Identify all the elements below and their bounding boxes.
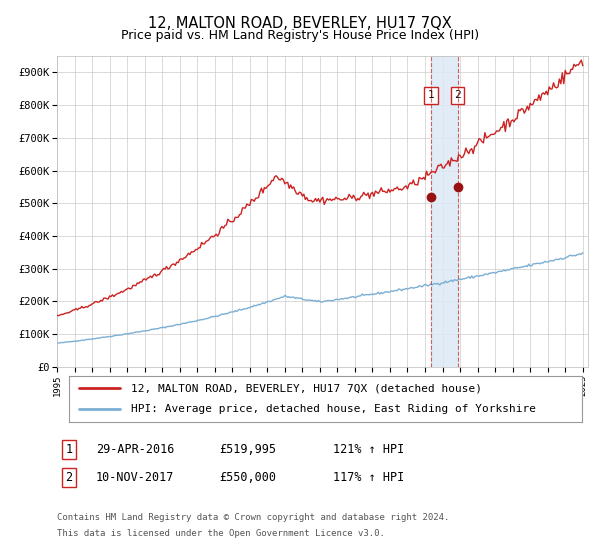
Text: 12, MALTON ROAD, BEVERLEY, HU17 7QX (detached house): 12, MALTON ROAD, BEVERLEY, HU17 7QX (det… xyxy=(131,383,482,393)
Bar xyxy=(431,56,458,367)
Text: £550,000: £550,000 xyxy=(219,470,276,484)
Text: 121% ↑ HPI: 121% ↑ HPI xyxy=(333,443,404,456)
Text: This data is licensed under the Open Government Licence v3.0.: This data is licensed under the Open Gov… xyxy=(57,529,385,538)
Text: 1: 1 xyxy=(427,90,434,100)
Text: 2: 2 xyxy=(65,470,73,484)
Text: 1: 1 xyxy=(65,443,73,456)
Text: 117% ↑ HPI: 117% ↑ HPI xyxy=(333,470,404,484)
Text: 12, MALTON ROAD, BEVERLEY, HU17 7QX: 12, MALTON ROAD, BEVERLEY, HU17 7QX xyxy=(148,16,452,31)
Text: HPI: Average price, detached house, East Riding of Yorkshire: HPI: Average price, detached house, East… xyxy=(131,404,536,414)
Text: 2: 2 xyxy=(454,90,461,100)
Text: Price paid vs. HM Land Registry's House Price Index (HPI): Price paid vs. HM Land Registry's House … xyxy=(121,29,479,42)
Text: £519,995: £519,995 xyxy=(219,443,276,456)
Text: 10-NOV-2017: 10-NOV-2017 xyxy=(96,470,175,484)
Text: Contains HM Land Registry data © Crown copyright and database right 2024.: Contains HM Land Registry data © Crown c… xyxy=(57,513,449,522)
Text: 29-APR-2016: 29-APR-2016 xyxy=(96,443,175,456)
